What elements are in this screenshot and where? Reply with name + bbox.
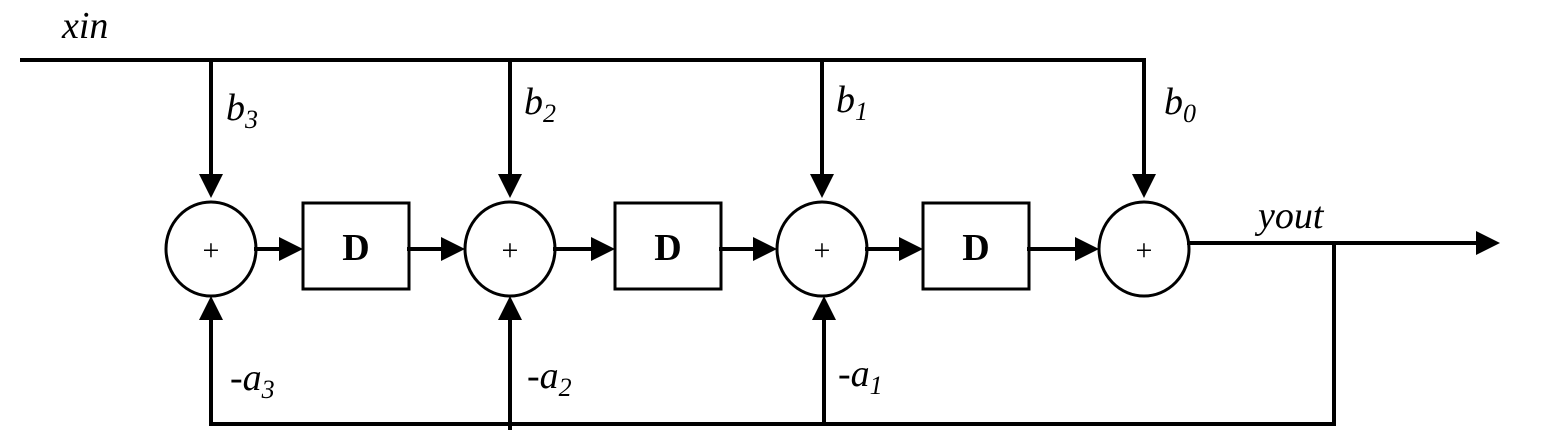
coef-a3: -a3 [230, 357, 275, 404]
delay-3: D [921, 201, 1031, 291]
delay-1: D [301, 201, 411, 291]
feedforward-labels: b3 b2 b1 b0 [226, 79, 1196, 134]
adder-4-symbol: + [1136, 234, 1153, 267]
output-line [1187, 231, 1500, 255]
adder-3-symbol: + [814, 234, 831, 267]
arrow-a3 [199, 296, 223, 320]
coef-b1: b1 [836, 79, 868, 126]
output-label: yout [1254, 195, 1325, 237]
input-label: xin [61, 5, 108, 47]
arrow-b2 [498, 174, 522, 198]
output-arrow [1476, 231, 1500, 255]
adder-4: + [1097, 200, 1191, 298]
coef-b3: b3 [226, 87, 258, 134]
arrow-a2 [498, 296, 522, 320]
adder-3: + [775, 200, 869, 298]
arrow-b0 [1132, 174, 1156, 198]
coef-b0: b0 [1164, 81, 1196, 128]
forward-chain [254, 237, 1099, 261]
coef-a1: -a1 [838, 353, 883, 400]
arrow-b1 [810, 174, 834, 198]
adder-1-symbol: + [203, 234, 220, 267]
delay-2: D [613, 201, 723, 291]
coef-a2: -a2 [527, 355, 572, 402]
adder-1: + [164, 200, 258, 298]
adder-2: + [463, 200, 557, 298]
delay-1-label: D [342, 227, 369, 269]
arrow-b3 [199, 174, 223, 198]
input-bus [20, 58, 1156, 198]
feedback-labels: -a3 -a2 -a1 [230, 353, 883, 404]
feedback-bus [199, 241, 1336, 430]
delay-2-label: D [654, 227, 681, 269]
adder-2-symbol: + [502, 234, 519, 267]
coef-b2: b2 [524, 81, 556, 128]
arrow-a1 [812, 296, 836, 320]
delay-3-label: D [962, 227, 989, 269]
